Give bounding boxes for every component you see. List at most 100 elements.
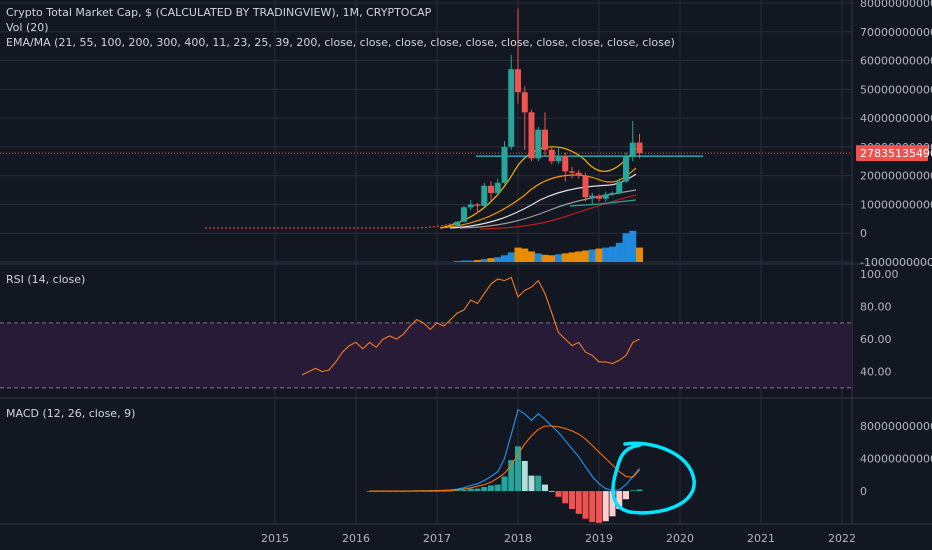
candle-body[interactable]: [501, 146, 508, 183]
candle-body[interactable]: [629, 142, 636, 157]
candle-body[interactable]: [548, 149, 555, 162]
macd-legend[interactable]: MACD (12, 26, close, 9): [6, 407, 136, 420]
current-price-label: 278351354902: [860, 147, 932, 160]
grid-lines: [0, 0, 932, 525]
volume-bar: [460, 260, 468, 262]
macd-histogram-bar: [623, 491, 629, 500]
volume-bar: [467, 260, 475, 262]
macd-histogram-bar: [508, 460, 515, 492]
time-tick-label: 2022: [828, 532, 856, 545]
price-tick-label: 800000000000: [860, 0, 932, 10]
ema-legend[interactable]: EMA/MA (21, 55, 100, 200, 300, 400, 11, …: [6, 36, 675, 49]
volume-bar: [514, 247, 522, 262]
macd-histogram-bar: [582, 491, 589, 519]
price-tick-label: 100000000000: [860, 198, 932, 211]
candle-body[interactable]: [636, 142, 643, 154]
rsi-tick-label: 60.00: [860, 333, 892, 346]
candle-body[interactable]: [454, 221, 461, 226]
candle-body[interactable]: [488, 185, 494, 193]
candle-body[interactable]: [616, 181, 623, 193]
candle-body[interactable]: [461, 207, 467, 222]
candle-body[interactable]: [569, 171, 575, 173]
macd-histogram-bar: [555, 491, 562, 497]
rsi-legend[interactable]: RSI (14, close): [6, 273, 86, 286]
macd-histogram-bar: [427, 491, 434, 492]
macd-panel[interactable]: [366, 408, 696, 523]
volume-bar: [534, 253, 542, 262]
time-tick-label: 2015: [261, 532, 289, 545]
candle-body[interactable]: [562, 155, 569, 172]
signal-line[interactable]: [369, 425, 640, 492]
candle-body[interactable]: [575, 172, 582, 176]
macd-histogram-bar: [528, 475, 535, 492]
candle-body[interactable]: [474, 204, 481, 206]
ema-300-line: [479, 194, 637, 230]
candle-body[interactable]: [542, 129, 548, 150]
candle-body[interactable]: [596, 195, 602, 199]
time-tick-label: 2021: [747, 532, 775, 545]
time-tick-label: 2018: [504, 532, 532, 545]
candle-body[interactable]: [494, 182, 501, 193]
macd-histogram-bar: [488, 485, 494, 492]
candle-body[interactable]: [508, 69, 515, 147]
macd-histogram-bar: [440, 490, 447, 492]
candle-body[interactable]: [582, 175, 589, 198]
rsi-tick-label: 40.00: [860, 366, 892, 379]
macd-histogram-bar: [542, 484, 548, 492]
macd-histogram-bar: [575, 491, 582, 514]
volume-bar: [507, 252, 515, 262]
volume-bar: [541, 254, 549, 262]
price-legend[interactable]: Crypto Total Market Cap, $ (CALCULATED B…: [6, 5, 675, 50]
price-tick-label: 600000000000: [860, 55, 932, 68]
macd-histogram-bar: [569, 491, 575, 509]
candle-body[interactable]: [589, 195, 596, 198]
volume-bar: [528, 251, 535, 262]
rsi-line[interactable]: [301, 276, 640, 376]
macd-histogram-bar: [616, 491, 623, 509]
price-tick-label: -100000000000: [860, 256, 932, 269]
macd-histogram-bar: [420, 491, 427, 492]
candle-body[interactable]: [515, 69, 521, 93]
ma-short-line: [569, 199, 637, 207]
macd-tick-label: 0: [860, 485, 867, 498]
macd-tick-label: 80000000000: [860, 420, 932, 433]
macd-histogram-bar: [562, 491, 569, 504]
macd-tick-label: 40000000000: [860, 453, 932, 466]
time-tick-label: 2020: [666, 532, 694, 545]
candle-body[interactable]: [535, 129, 542, 159]
volume-legend[interactable]: Vol (20): [6, 21, 49, 34]
macd-histogram-bar: [447, 490, 454, 492]
symbol-title[interactable]: Crypto Total Market Cap, $ (CALCULATED B…: [6, 6, 432, 19]
volume-bar: [487, 258, 495, 262]
candle-body[interactable]: [555, 155, 562, 162]
macd-histogram-bar: [515, 446, 521, 492]
rsi-tick-label: 100.00: [860, 268, 899, 281]
rsi-panel[interactable]: [0, 276, 852, 389]
price-panel[interactable]: [0, 8, 852, 262]
candle-body[interactable]: [623, 156, 629, 182]
macd-histogram-bar: [602, 491, 609, 522]
volume-bar: [629, 230, 637, 262]
candle-body[interactable]: [609, 192, 616, 195]
volume-bar: [622, 233, 630, 262]
macd-histogram-bar: [454, 490, 461, 492]
hand-drawn-circle-annotation[interactable]: [611, 441, 696, 515]
macd-histogram-bar: [474, 488, 481, 492]
candle-body[interactable]: [602, 194, 609, 199]
candle-body[interactable]: [521, 92, 528, 113]
candle-body[interactable]: [467, 204, 474, 208]
volume-bar: [595, 248, 603, 262]
volume-bar: [602, 247, 610, 262]
time-tick-label: 2017: [423, 532, 451, 545]
volume-bar: [480, 259, 488, 262]
volume-bar: [521, 248, 529, 262]
macd-histogram-bar: [636, 489, 643, 492]
volume-bar: [609, 246, 616, 262]
volume-bar: [568, 252, 576, 262]
price-axis[interactable]: 8000000000007000000000006000000000005000…: [856, 0, 932, 498]
candle-body[interactable]: [481, 185, 488, 206]
time-axis[interactable]: 2015 2016 2017 2018 2019 2020 2021 2022: [261, 532, 856, 545]
candle-body[interactable]: [528, 112, 535, 159]
price-tick-label: 700000000000: [860, 26, 932, 39]
